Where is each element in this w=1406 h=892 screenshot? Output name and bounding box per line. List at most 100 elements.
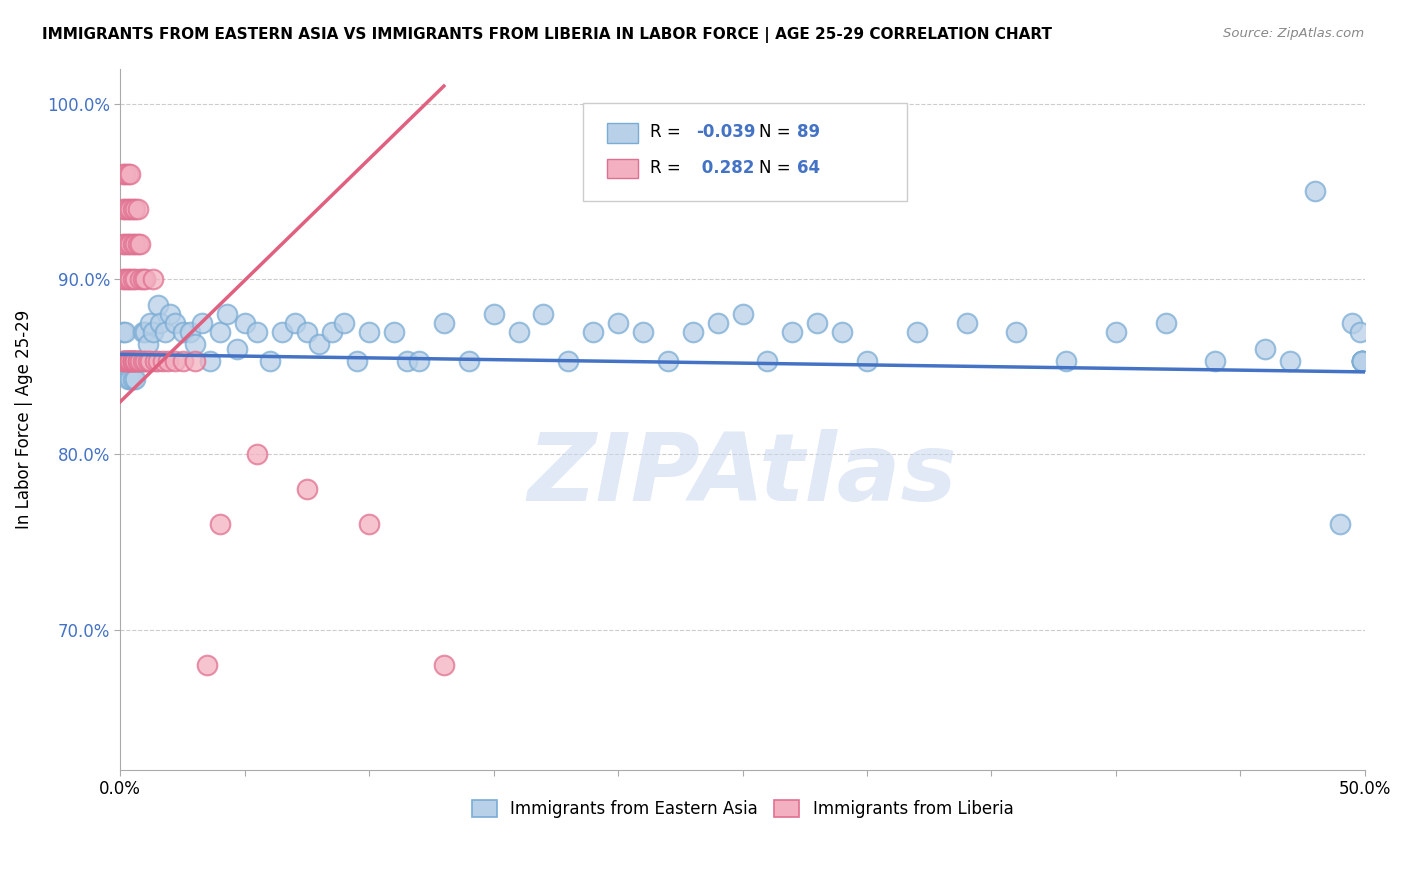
Point [557, 354, 579, 368]
Point [111, 167, 134, 181]
Point [127, 354, 149, 368]
Point [129, 354, 152, 368]
Point [217, 307, 239, 321]
Point [246, 447, 269, 461]
Point [706, 316, 728, 330]
Point [117, 354, 139, 368]
Point [1204, 354, 1226, 368]
Point [1348, 325, 1371, 339]
Point [582, 325, 605, 339]
Point [359, 517, 381, 532]
Point [124, 354, 146, 368]
Point [111, 354, 134, 368]
Y-axis label: In Labor Force | Age 25-29: In Labor Force | Age 25-29 [15, 310, 32, 529]
Point [1341, 316, 1364, 330]
Point [172, 354, 194, 368]
Point [433, 316, 456, 330]
Text: N =: N = [759, 123, 796, 141]
Point [117, 167, 139, 181]
Point [153, 325, 176, 339]
Point [117, 354, 139, 368]
Point [346, 354, 368, 368]
Point [121, 354, 143, 368]
Point [359, 325, 381, 339]
Point [114, 202, 136, 216]
Point [124, 354, 146, 368]
Point [117, 236, 139, 251]
Point [172, 325, 194, 339]
Text: R =: R = [650, 123, 686, 141]
Point [117, 272, 139, 286]
Point [131, 272, 153, 286]
Point [120, 372, 142, 386]
Point [129, 236, 152, 251]
Point [114, 354, 136, 368]
Text: N =: N = [759, 159, 796, 177]
Point [121, 236, 143, 251]
Point [149, 316, 172, 330]
Text: ZIPAtlas: ZIPAtlas [527, 429, 957, 522]
Point [156, 354, 179, 368]
Point [124, 372, 146, 386]
Point [117, 354, 139, 368]
Point [121, 354, 143, 368]
Point [134, 272, 156, 286]
Point [457, 354, 479, 368]
Point [731, 307, 754, 321]
Point [111, 354, 134, 368]
Point [117, 354, 139, 368]
Point [111, 354, 134, 368]
Point [1351, 354, 1374, 368]
Point [117, 372, 139, 386]
Text: Source: ZipAtlas.com: Source: ZipAtlas.com [1223, 27, 1364, 40]
Point [321, 325, 343, 339]
Point [136, 336, 159, 351]
Point [233, 316, 256, 330]
Point [121, 354, 143, 368]
Point [142, 325, 165, 339]
Text: IMMIGRANTS FROM EASTERN ASIA VS IMMIGRANTS FROM LIBERIA IN LABOR FORCE | AGE 25-: IMMIGRANTS FROM EASTERN ASIA VS IMMIGRAN… [42, 27, 1052, 43]
Point [408, 354, 430, 368]
Point [433, 657, 456, 672]
Point [198, 354, 221, 368]
Point [114, 354, 136, 368]
Point [1154, 316, 1177, 330]
Point [1054, 354, 1077, 368]
Point [121, 202, 143, 216]
Point [382, 325, 405, 339]
Point [111, 325, 134, 339]
Point [120, 202, 142, 216]
Point [631, 325, 654, 339]
Point [657, 354, 679, 368]
Point [226, 342, 249, 356]
Point [197, 657, 219, 672]
Text: 89: 89 [797, 123, 820, 141]
Point [782, 325, 804, 339]
Point [184, 336, 207, 351]
Point [124, 272, 146, 286]
Point [120, 236, 142, 251]
Point [283, 316, 305, 330]
Point [114, 325, 136, 339]
Point [121, 354, 143, 368]
Point [482, 307, 505, 321]
Point [184, 354, 207, 368]
Point [127, 236, 149, 251]
Point [1303, 184, 1326, 198]
Point [831, 325, 853, 339]
Point [120, 354, 142, 368]
Point [1279, 354, 1302, 368]
Point [134, 325, 156, 339]
Point [756, 354, 779, 368]
Point [114, 354, 136, 368]
Point [806, 316, 828, 330]
Point [111, 236, 134, 251]
Point [395, 354, 418, 368]
Point [136, 354, 159, 368]
Point [129, 354, 152, 368]
Point [120, 354, 142, 368]
Point [134, 354, 156, 368]
Point [271, 325, 294, 339]
Point [333, 316, 356, 330]
Point [124, 202, 146, 216]
